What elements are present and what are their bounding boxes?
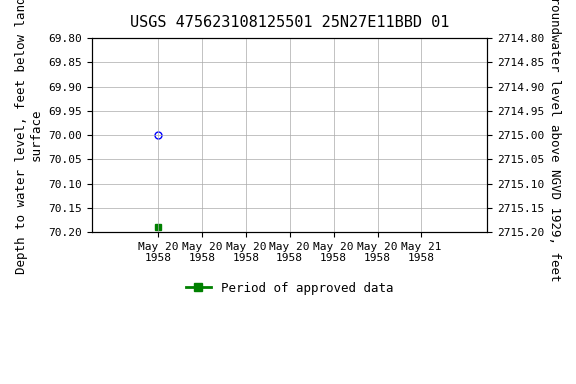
Title: USGS 475623108125501 25N27E11BBD 01: USGS 475623108125501 25N27E11BBD 01 — [130, 15, 449, 30]
Legend: Period of approved data: Period of approved data — [181, 276, 399, 300]
Y-axis label: Depth to water level, feet below land
surface: Depth to water level, feet below land su… — [15, 0, 43, 274]
Y-axis label: Groundwater level above NGVD 1929, feet: Groundwater level above NGVD 1929, feet — [548, 0, 561, 281]
